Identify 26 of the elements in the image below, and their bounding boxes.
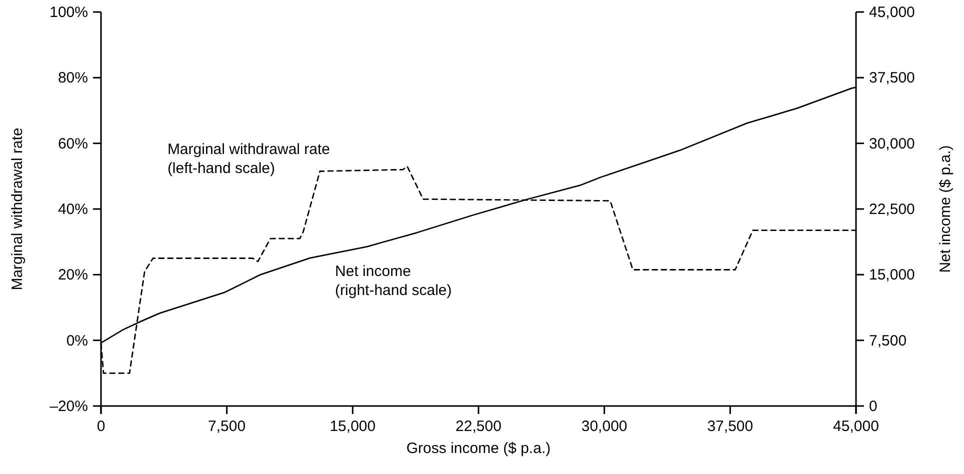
y2-tick-label: 0 bbox=[869, 398, 878, 415]
y2-tick-label: 7,500 bbox=[869, 332, 907, 350]
x-axis-title: Gross income ($ p.a.) bbox=[406, 440, 551, 457]
y2-tick-label: 22,500 bbox=[869, 201, 915, 218]
y-tick-label: 20% bbox=[58, 266, 88, 284]
x-tick-label: 30,000 bbox=[581, 418, 628, 435]
x-tick-label: 37,500 bbox=[707, 418, 754, 435]
x-tick-label: 15,000 bbox=[330, 418, 376, 435]
y2-tick-label: 30,000 bbox=[869, 135, 915, 152]
y2-tick-label: 15,000 bbox=[869, 266, 915, 284]
series-label: Marginal withdrawal rate (left-hand scale) bbox=[167, 140, 330, 177]
x-tick-label: 0 bbox=[96, 418, 106, 435]
y2-tick-label: 37,500 bbox=[869, 70, 915, 87]
y-tick-label: 100% bbox=[50, 4, 88, 21]
x-tick-label: 22,500 bbox=[456, 418, 502, 435]
y-axis-title: Marginal withdrawal rate bbox=[9, 128, 26, 290]
y-tick-label: –20% bbox=[50, 398, 88, 415]
y-tick-label: 60% bbox=[58, 135, 88, 152]
y-tick-label: 40% bbox=[58, 201, 88, 218]
y-tick-label: 80% bbox=[58, 70, 88, 87]
series-label: Net income (right-hand scale) bbox=[335, 262, 452, 299]
y2-tick-label: 45,000 bbox=[869, 4, 915, 21]
x-tick-label: 45,000 bbox=[833, 418, 879, 435]
x-tick-label: 7,500 bbox=[208, 418, 246, 435]
y2-axis-title: Net income ($ p.a.) bbox=[937, 145, 954, 273]
y-tick-label: 0% bbox=[66, 332, 88, 350]
